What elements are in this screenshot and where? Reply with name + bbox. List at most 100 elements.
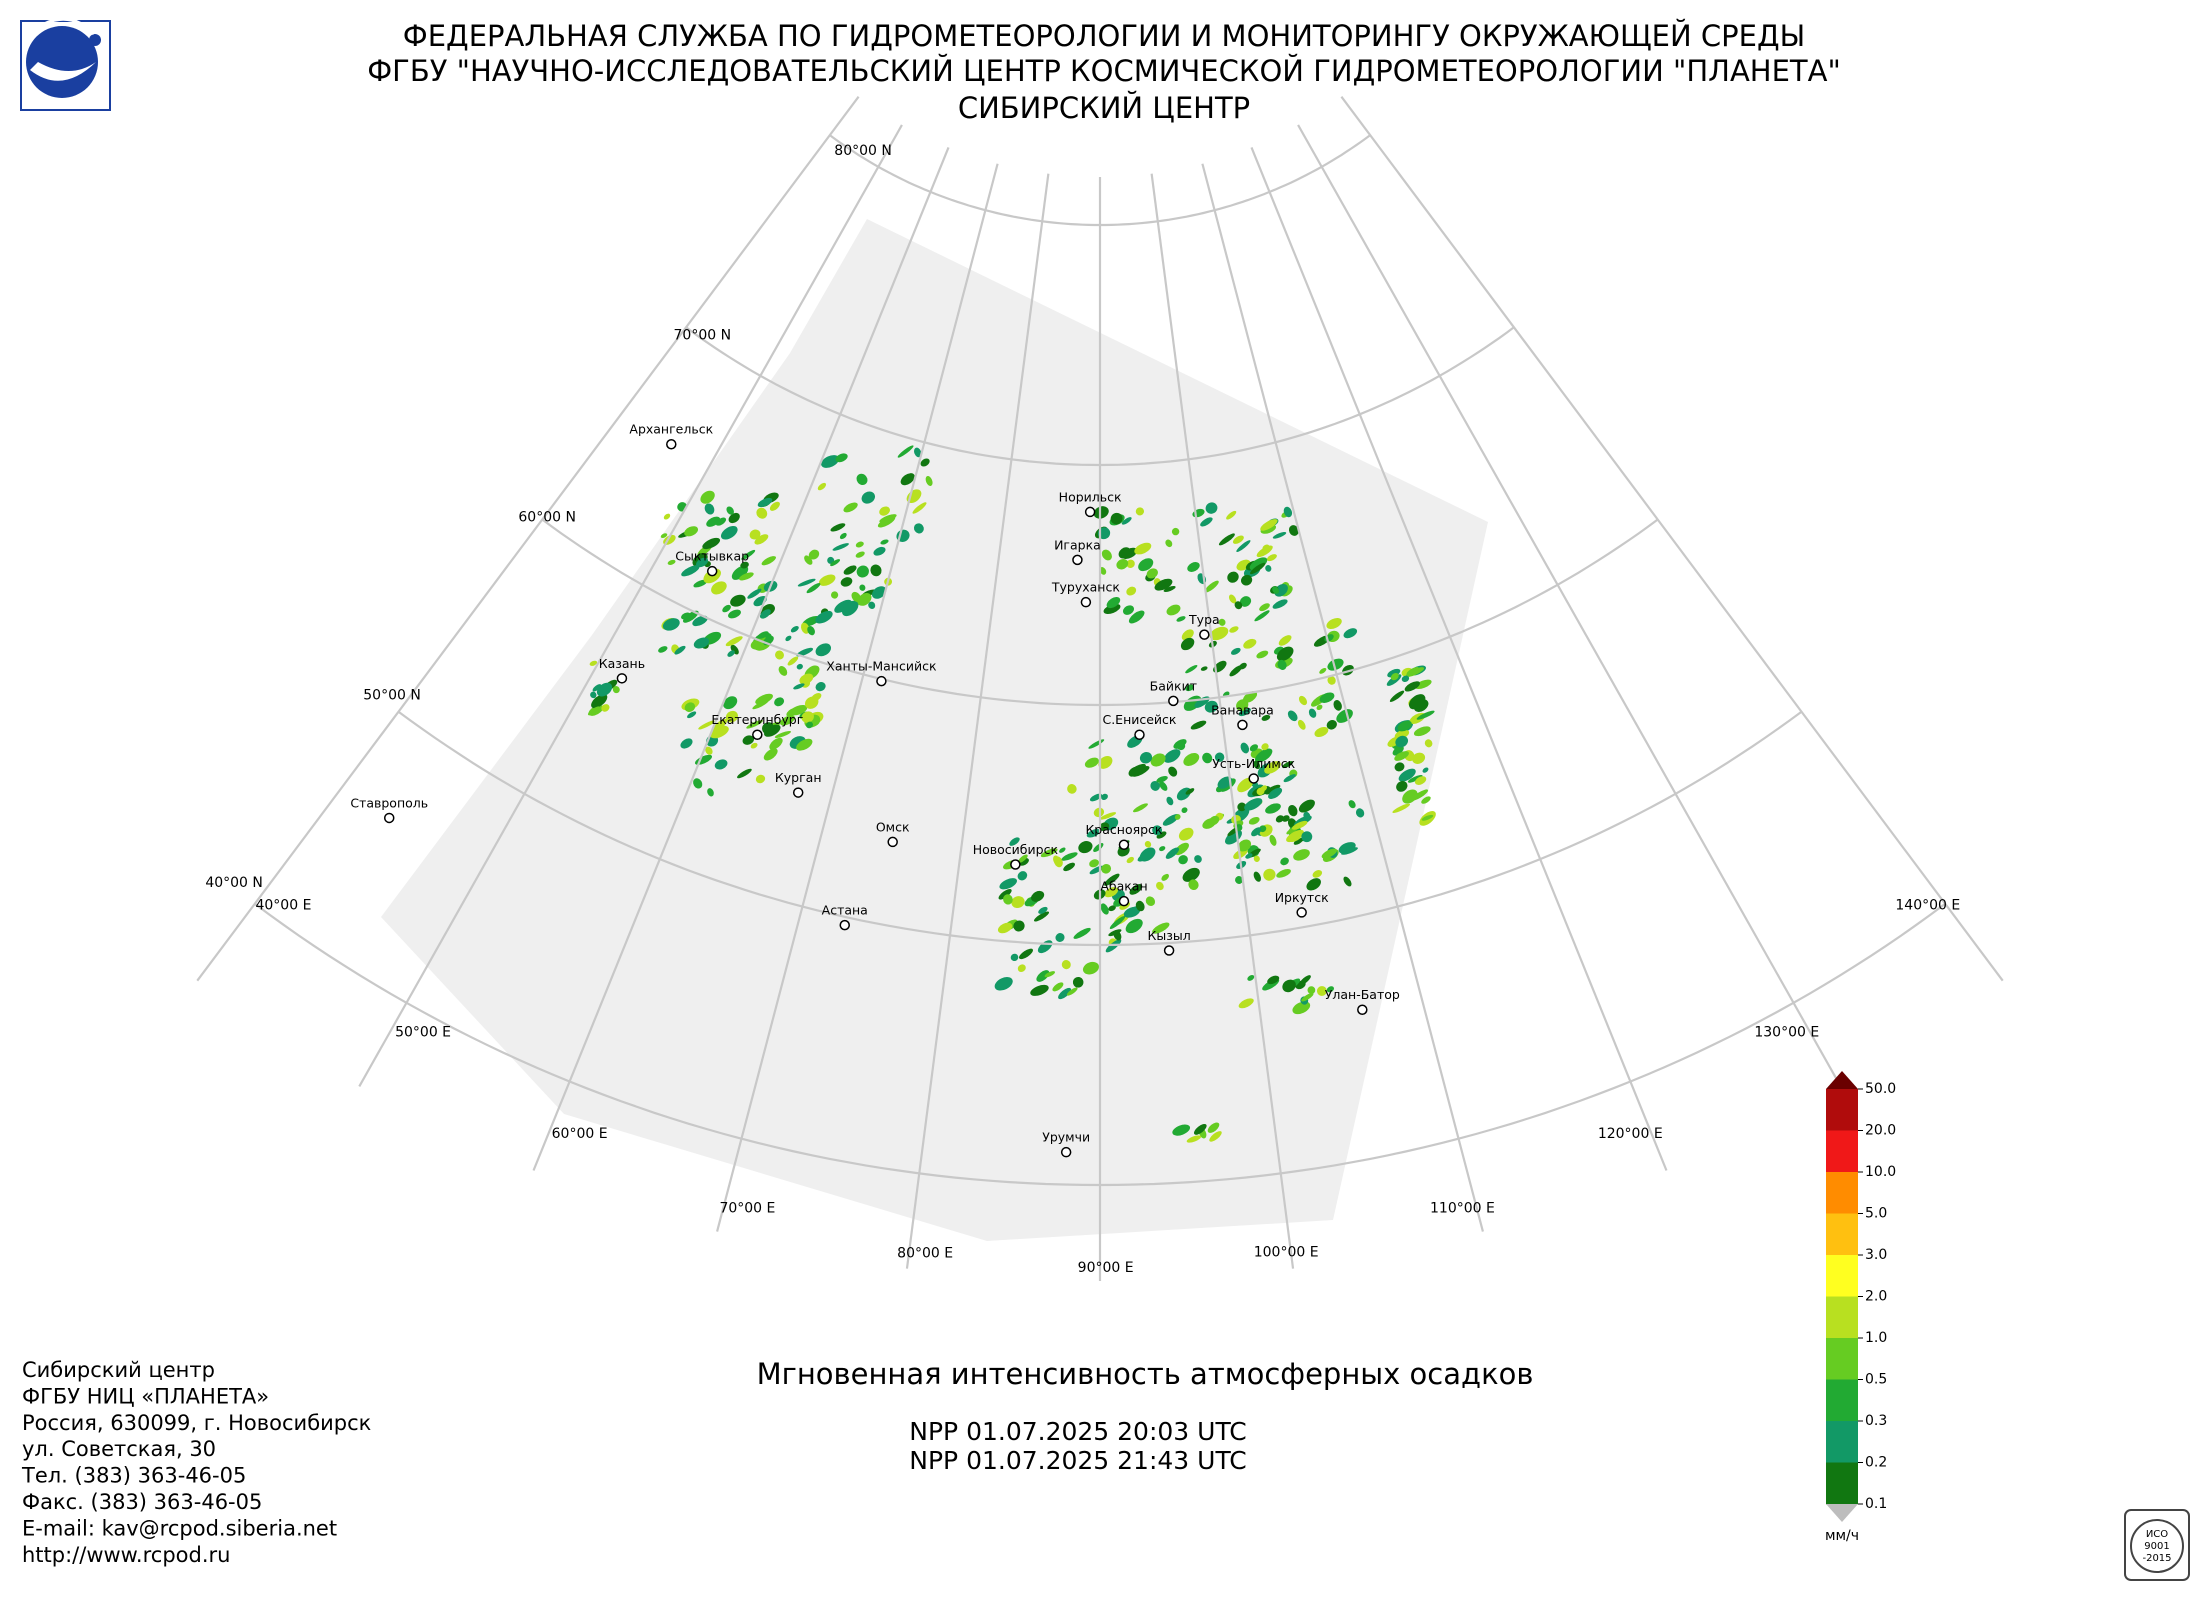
rain-cell: [1182, 867, 1200, 882]
badge-text: 9001: [2144, 1541, 2169, 1552]
rain-cell: [879, 506, 890, 516]
rain-cell: [1422, 767, 1429, 773]
city-label: Ставрополь: [350, 795, 428, 810]
rain-cell: [707, 788, 714, 797]
legend-under: [1826, 1504, 1858, 1522]
rain-cell: [1263, 868, 1276, 881]
rain-cell: [749, 529, 761, 540]
contact-line: E-mail: kav@rcpod.siberia.net: [22, 1516, 337, 1540]
precipitation: [587, 445, 1436, 1143]
rain-cell: [1101, 549, 1112, 561]
rain-cell: [1392, 803, 1410, 813]
rain-cell: [1390, 672, 1399, 681]
rain-cell: [1053, 856, 1063, 868]
legend-swatch: [1826, 1213, 1858, 1256]
rain-cell: [1101, 793, 1108, 801]
rain-cell: [774, 730, 792, 739]
rain-cell: [832, 543, 849, 551]
rain-cell: [723, 696, 738, 710]
rain-cell: [1181, 807, 1188, 814]
rain-cell: [1078, 841, 1093, 854]
city-dot: [1296, 907, 1307, 918]
lon-label: 140°00 E: [1895, 897, 1960, 913]
rain-cell: [1409, 694, 1426, 710]
rain-cell: [683, 610, 699, 623]
rain-cell: [1082, 961, 1100, 975]
rain-cell: [1178, 855, 1188, 865]
rain-cell: [796, 738, 813, 751]
rain-cell: [920, 458, 930, 467]
rain-cell: [1401, 675, 1410, 683]
rain-cell: [754, 534, 769, 545]
rain-cell: [1104, 873, 1120, 886]
lon-label: 120°00 E: [1598, 1126, 1663, 1142]
rain-cell: [815, 682, 826, 692]
rain-cell: [1190, 720, 1207, 730]
rain-cell: [859, 584, 866, 591]
rain-cell: [880, 539, 889, 545]
rain-cell: [790, 625, 799, 633]
city-label: Кызыл: [1147, 928, 1190, 943]
rain-cell: [1123, 906, 1141, 918]
rain-cell: [1239, 596, 1252, 607]
city-dot: [839, 919, 850, 931]
rain-cell: [660, 533, 668, 539]
rain-cell: [1218, 618, 1226, 626]
rain-cell: [757, 497, 773, 508]
rain-cell: [1181, 629, 1194, 641]
city-dot: [792, 787, 804, 798]
pass-time: NPP 01.07.2025 21:43 UTC: [909, 1446, 1246, 1475]
rain-cell: [1171, 527, 1180, 536]
rain-cell: [1134, 542, 1152, 555]
rain-cell: [1326, 986, 1335, 993]
rain-cell: [856, 565, 869, 578]
rain-cell: [1405, 667, 1425, 677]
rain-cell: [1059, 847, 1066, 853]
lat-label: 60°00 N: [518, 510, 576, 526]
rain-cell: [900, 473, 915, 486]
rain-cell: [1234, 601, 1243, 610]
rain-cell: [728, 512, 740, 524]
rain-cell: [806, 583, 821, 594]
rain-cell: [726, 506, 734, 515]
rain-cell: [684, 702, 696, 712]
rain-cell: [1044, 971, 1056, 978]
rain-cell: [1152, 825, 1163, 836]
rain-cell: [1402, 789, 1418, 804]
rain-cell: [1137, 850, 1156, 862]
city-label: Усть-Илимск: [1212, 756, 1295, 771]
rain-cell: [1031, 890, 1045, 902]
rain-cell: [730, 644, 739, 655]
rain-cell: [1241, 574, 1253, 586]
rain-cell: [1098, 755, 1113, 769]
rain-cell: [1287, 710, 1298, 722]
rain-cell: [801, 622, 810, 634]
rain-cell: [1172, 1124, 1191, 1136]
rain-cell: [1398, 768, 1416, 782]
rain-cell: [1123, 605, 1134, 615]
rain-cell: [728, 609, 741, 619]
rain-cell: [1255, 748, 1273, 763]
rain-cell: [1236, 540, 1251, 553]
city-label: Туруханск: [1051, 580, 1120, 595]
rain-cell: [1174, 814, 1181, 820]
rain-cell: [1185, 664, 1198, 674]
rain-cell: [591, 693, 608, 709]
rain-cell: [914, 447, 922, 458]
rain-cell: [681, 612, 691, 620]
rain-cell: [1265, 565, 1272, 572]
legend-swatch: [1826, 1462, 1858, 1505]
rain-cell: [1397, 720, 1412, 732]
rain-cell: [1183, 752, 1200, 767]
rain-cell: [1214, 752, 1225, 762]
rain-cell: [1200, 666, 1208, 671]
rain-cell: [592, 684, 602, 692]
rain-cell: [1333, 700, 1342, 711]
rain-cell: [1276, 869, 1291, 878]
rain-cell: [1424, 739, 1433, 748]
rain-cell: [755, 774, 766, 784]
rain-cell: [994, 977, 1013, 991]
rain-cell: [739, 572, 754, 581]
contact-line: ФГБУ НИЦ «ПЛАНЕТА»: [22, 1384, 269, 1408]
rain-cell: [1202, 752, 1213, 764]
